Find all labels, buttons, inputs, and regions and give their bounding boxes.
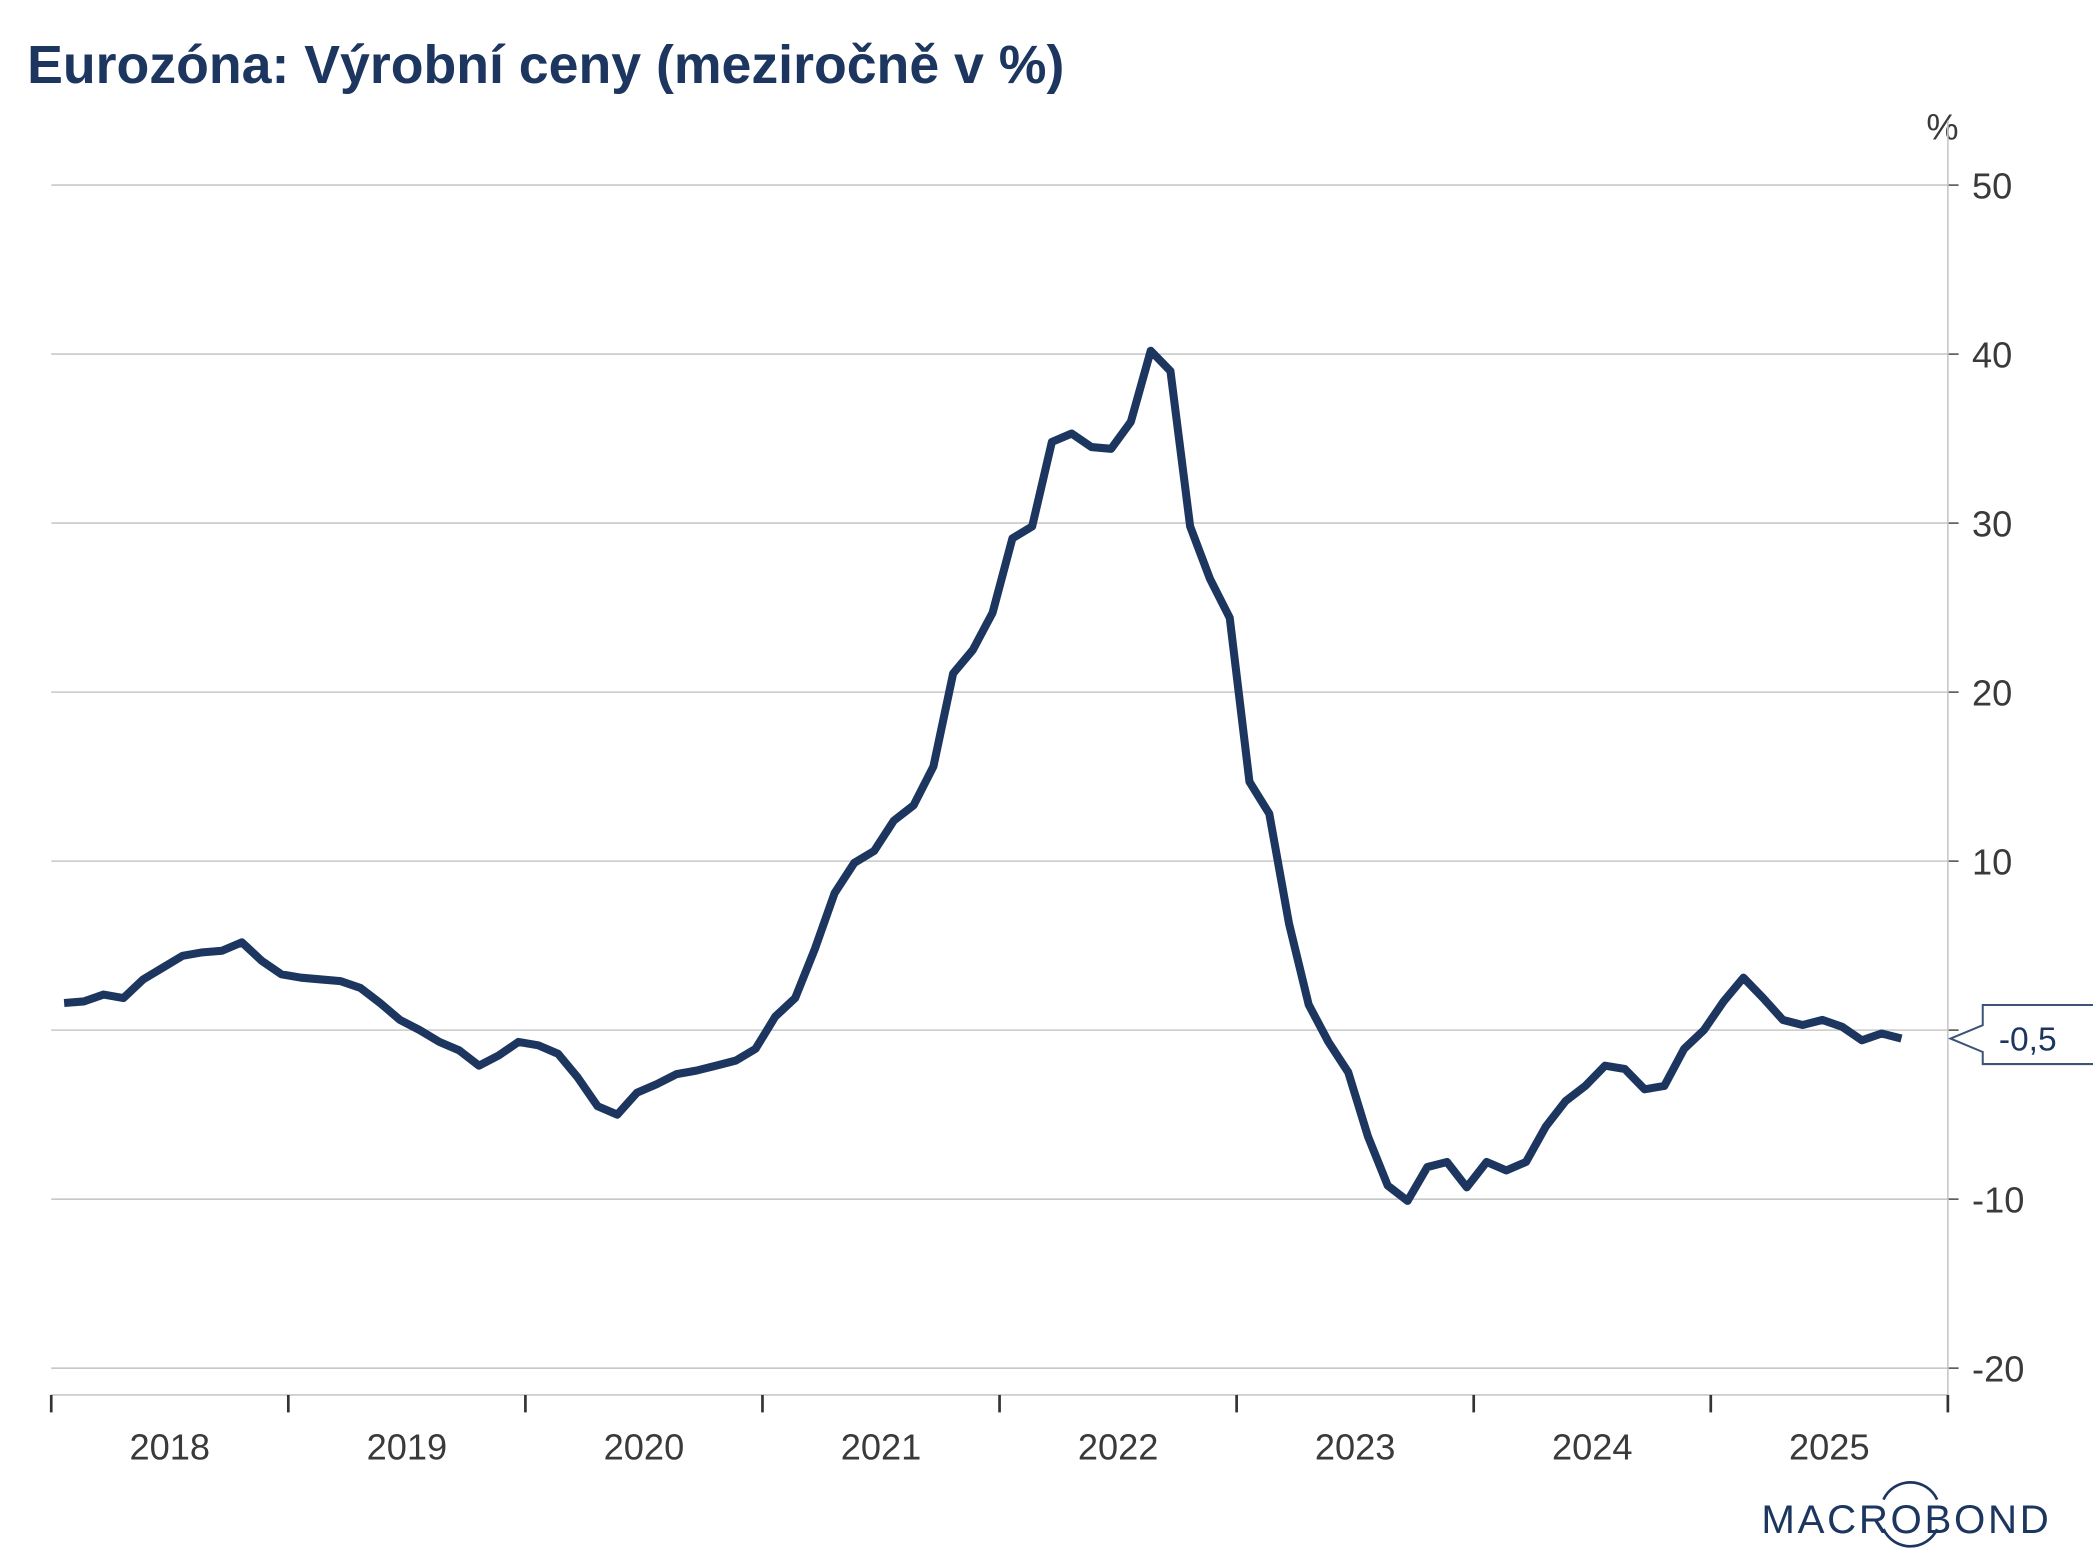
callout-box [1947,1004,2093,1066]
x-tick-label: 2023 [1315,1426,1396,1467]
y-tick-label: 20 [1972,673,2012,714]
gridlines [51,184,1948,1369]
last-value-callout: -0,5 [1947,1004,2093,1066]
x-tick-label: 2024 [1552,1426,1633,1467]
y-tick-label: -20 [1972,1349,2024,1390]
x-tick-label: 2025 [1789,1426,1870,1467]
y-tick-label: 30 [1972,504,2012,545]
y-tick-label: 10 [1972,842,2012,883]
y-tick-label: 40 [1972,335,2012,376]
y-axis-unit: % [1926,106,1958,147]
x-tick-label: 2018 [130,1426,211,1467]
x-tick-label: 2020 [604,1426,685,1467]
x-tick-label: 2019 [367,1426,448,1467]
macrobond-logo: MACROBOND [1761,1481,2051,1548]
logo-text: MACROBOND [1761,1497,2051,1542]
y-tick-label: 50 [1972,166,2012,207]
x-tick-label: 2022 [1078,1426,1159,1467]
logo-ring [1882,1481,1939,1548]
x-axis: 2018 2019 2020 2021 2022 2023 2024 2025 [49,1394,1950,1467]
chart-title: Eurozóna: Výrobní ceny (meziročně v %) [27,35,1064,95]
y-tick-label: -10 [1972,1180,2024,1221]
last-value-label: -0,5 [1999,1022,2057,1059]
series-line [63,346,1903,1205]
x-tick-label: 2021 [841,1426,922,1467]
y-axis: -20 -10 10 20 30 40 50 [1947,120,2024,1395]
